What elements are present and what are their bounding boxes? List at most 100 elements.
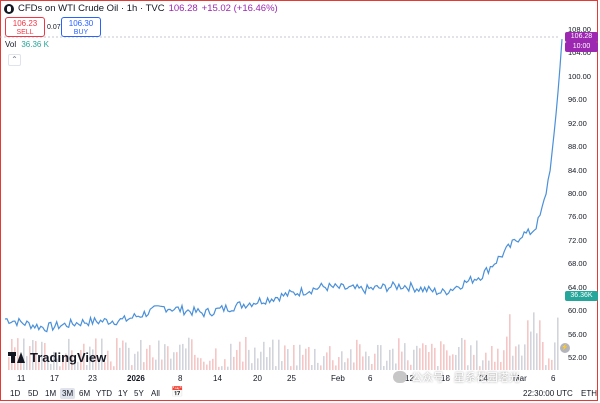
range-button[interactable]: 5D xyxy=(28,389,39,398)
volume-bar xyxy=(83,343,85,370)
clock-text[interactable]: 22:30:00 UTC xyxy=(523,389,573,398)
volume-bar xyxy=(443,344,445,370)
volume-bar xyxy=(509,314,511,370)
volume-bar xyxy=(158,340,160,370)
volume-bar xyxy=(155,359,157,370)
x-tick-label: 6 xyxy=(551,374,556,383)
volume-bar xyxy=(335,365,337,370)
volume-bar xyxy=(110,361,112,370)
volume-bar xyxy=(50,363,52,370)
range-button[interactable]: 3M xyxy=(60,388,76,399)
volume-bar xyxy=(296,365,298,370)
volume-bar xyxy=(353,362,355,370)
volume-bar xyxy=(377,344,379,370)
volume-bar xyxy=(149,345,151,370)
y-tick-label: 80.00 xyxy=(568,189,587,198)
x-tick-label: 24 xyxy=(479,374,488,383)
volume-bar xyxy=(320,365,322,370)
volume-bar xyxy=(38,359,40,370)
y-tick-label: 52.00 xyxy=(568,353,587,362)
calendar-icon[interactable]: 📅 xyxy=(171,387,184,398)
volume-bar xyxy=(113,366,115,370)
volume-bar xyxy=(203,361,205,370)
range-button[interactable]: 1M xyxy=(45,389,57,398)
volume-bar xyxy=(233,356,235,370)
volume-bar xyxy=(512,355,514,370)
range-button[interactable]: 1Y xyxy=(118,389,128,398)
volume-bar xyxy=(299,344,301,370)
volume-bar xyxy=(65,353,67,370)
volume-bar xyxy=(536,333,538,370)
volume-bar xyxy=(332,360,334,370)
volume-bar xyxy=(527,320,529,370)
volume-bar xyxy=(341,351,343,370)
volume-bar xyxy=(77,361,79,370)
buy-button[interactable]: 106.30 BUY xyxy=(61,17,101,37)
range-button[interactable]: YTD xyxy=(96,389,112,398)
range-button[interactable]: 5Y xyxy=(134,389,144,398)
volume-bar xyxy=(161,359,163,370)
volume-bar xyxy=(548,358,550,370)
volume-bar xyxy=(389,349,391,370)
volume-bar xyxy=(194,354,196,370)
volume-bar xyxy=(131,365,133,370)
range-button[interactable]: 6M xyxy=(79,389,91,398)
volume-bar xyxy=(557,317,559,370)
range-button[interactable]: All xyxy=(151,389,160,398)
volume-bar xyxy=(284,345,286,370)
volume-bar xyxy=(254,347,256,370)
tradingview-logo[interactable]: TradingView xyxy=(8,350,106,365)
x-tick-label: 23 xyxy=(88,374,97,383)
volume-bar xyxy=(452,354,454,370)
lightning-icon[interactable]: ⚡ xyxy=(560,343,570,353)
volume-bar xyxy=(170,358,172,370)
volume-bar xyxy=(137,351,139,370)
volume-bar xyxy=(275,366,277,370)
symbol-header: CFDs on WTI Crude Oil · 1h · TVC 106.28 … xyxy=(4,3,278,14)
volume-bar xyxy=(338,357,340,370)
collapse-legend-button[interactable]: ⌃ xyxy=(8,54,21,66)
volume-bar xyxy=(89,346,91,370)
volume-bar xyxy=(71,350,73,370)
volume-bar xyxy=(515,346,517,370)
volume-bar xyxy=(236,350,238,370)
volume-bar xyxy=(551,359,553,370)
sell-button[interactable]: 106.23 SELL xyxy=(5,17,45,37)
volume-bar xyxy=(533,312,535,370)
volume-bar xyxy=(215,348,217,370)
volume-bar xyxy=(401,351,403,370)
volume-bar xyxy=(182,343,184,370)
volume-bar xyxy=(416,345,418,370)
volume-bar xyxy=(167,346,169,370)
market-label[interactable]: ETH xyxy=(581,389,598,398)
volume-bar xyxy=(107,350,109,370)
volume-bar xyxy=(311,364,313,370)
volume-bar xyxy=(368,356,370,370)
range-button[interactable]: 1D xyxy=(10,389,21,398)
symbol-title[interactable]: CFDs on WTI Crude Oil · 1h · TVC xyxy=(18,3,165,14)
volume-bar xyxy=(428,352,430,370)
volume-bar xyxy=(272,339,274,370)
volume-bar xyxy=(359,344,361,370)
x-tick-label: 14 xyxy=(213,374,222,383)
volume-bar xyxy=(524,344,526,370)
volume-bar xyxy=(485,352,487,370)
volume-bar xyxy=(374,353,376,370)
volume-bar xyxy=(293,345,295,370)
volume-bar xyxy=(506,336,508,370)
volume-bar xyxy=(32,340,34,370)
y-tick-label: 72.00 xyxy=(568,235,587,245)
volume-bar xyxy=(47,357,49,370)
y-tick-label: 96.00 xyxy=(568,95,587,105)
volume-bar xyxy=(206,364,208,370)
volume-bar xyxy=(212,358,214,370)
volume-bar xyxy=(383,366,385,370)
volume-bar xyxy=(425,345,427,370)
volume-bar xyxy=(227,366,229,370)
volume-tag: 36.36K xyxy=(565,291,598,301)
volume-bars xyxy=(8,312,559,370)
volume-bar xyxy=(80,349,82,370)
volume-bar xyxy=(239,341,241,370)
